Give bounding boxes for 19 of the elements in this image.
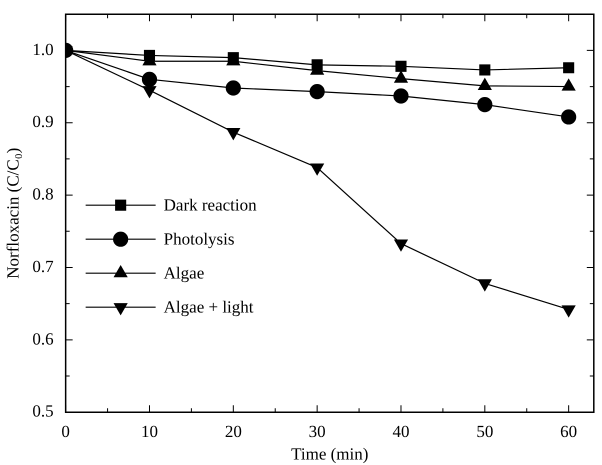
legend-label: Photolysis xyxy=(164,230,235,249)
x-tick-label: 40 xyxy=(392,422,410,441)
x-tick-label: 30 xyxy=(308,422,326,441)
x-tick-label: 10 xyxy=(140,422,158,441)
x-tick-label: 0 xyxy=(61,422,70,441)
y-axis-title: Norfloxacin (C/C₀) xyxy=(4,148,23,279)
y-tick-label: 0.6 xyxy=(32,329,54,348)
y-tick-label: 0.8 xyxy=(32,184,54,204)
x-tick-label: 60 xyxy=(560,422,578,441)
y-tick-label: 1.0 xyxy=(32,40,54,59)
legend-label: Algae + light xyxy=(164,298,254,317)
x-tick-label: 20 xyxy=(224,422,242,441)
legend-label: Dark reaction xyxy=(164,196,258,215)
y-tick-label: 0.5 xyxy=(32,402,54,421)
y-tick-label: 0.7 xyxy=(32,256,54,276)
legend-label: Algae xyxy=(164,264,204,283)
x-tick-label: 50 xyxy=(476,422,494,441)
y-tick-label: 0.9 xyxy=(32,112,54,132)
x-axis-title: Time (min) xyxy=(291,444,368,464)
